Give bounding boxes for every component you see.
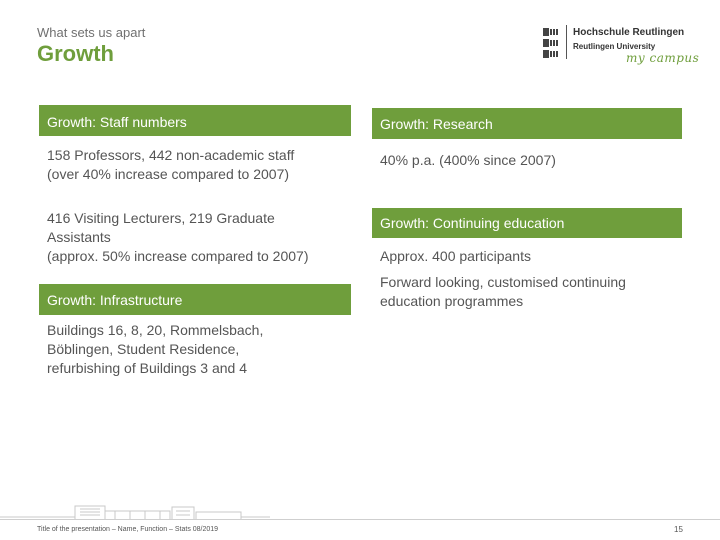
staff-heading: Growth: Staff numbers [47, 114, 187, 130]
continuing-text2-line2: education programmes [380, 293, 524, 309]
infrastructure-heading: Growth: Infrastructure [47, 291, 183, 308]
staff-paragraph-1: 158 Professors, 442 non-academic staff (… [47, 146, 294, 184]
slide-title: Growth [37, 41, 114, 66]
research-heading: Growth: Research [380, 115, 493, 132]
university-logo: Hochschule Reutlingen Reutlingen Univers… [543, 24, 703, 74]
continuing-text-1: Approx. 400 participants [380, 248, 531, 264]
logo-name-line2: Reutlingen University [573, 42, 656, 51]
logo-tagline: my campus [626, 51, 700, 65]
continuing-heading: Growth: Continuing education [380, 215, 565, 231]
staff-para2-line2: Assistants [47, 229, 111, 245]
footer-rule [0, 519, 720, 520]
logo-divider [566, 25, 567, 59]
research-text: 40% p.a. (400% since 2007) [380, 152, 556, 168]
footer-presentation-info: Title of the presentation – Name, Functi… [37, 526, 219, 533]
continuing-heading-bar: Growth: Continuing education [372, 208, 682, 238]
infrastructure-line2: Böblingen, Student Residence, [47, 341, 240, 357]
infrastructure-heading-bar: Growth: Infrastructure [39, 284, 351, 315]
infrastructure-paragraph: Buildings 16, 8, 20, Rommelsbach, Böblin… [47, 321, 263, 378]
research-heading-bar: Growth: Research [372, 108, 682, 139]
staff-para2-line1: 416 Visiting Lecturers, 219 Graduate [47, 210, 275, 226]
logo-name-line1: Hochschule Reutlingen [573, 27, 685, 38]
slide-kicker: What sets us apart [37, 25, 146, 40]
infrastructure-line3: refurbishing of Buildings 3 and 4 [47, 360, 248, 376]
staff-para1-line1: 158 Professors, 442 non-academic staff [47, 147, 295, 163]
staff-para2-line3: (approx. 50% increase compared to 2007) [47, 248, 309, 264]
staff-paragraph-2: 416 Visiting Lecturers, 219 Graduate Ass… [47, 209, 308, 266]
campus-skyline-illustration [0, 505, 270, 520]
continuing-text2-line1: Forward looking, customised continuing [380, 274, 626, 290]
page-number: 15 [674, 525, 683, 534]
infrastructure-line1: Buildings 16, 8, 20, Rommelsbach, [47, 322, 264, 338]
staff-para1-line2: (over 40% increase compared to 2007) [47, 166, 290, 182]
continuing-text-2: Forward looking, customised continuing e… [380, 273, 626, 311]
logo-mark-icon [543, 28, 560, 61]
staff-heading-bar: Growth: Staff numbers [39, 105, 351, 136]
